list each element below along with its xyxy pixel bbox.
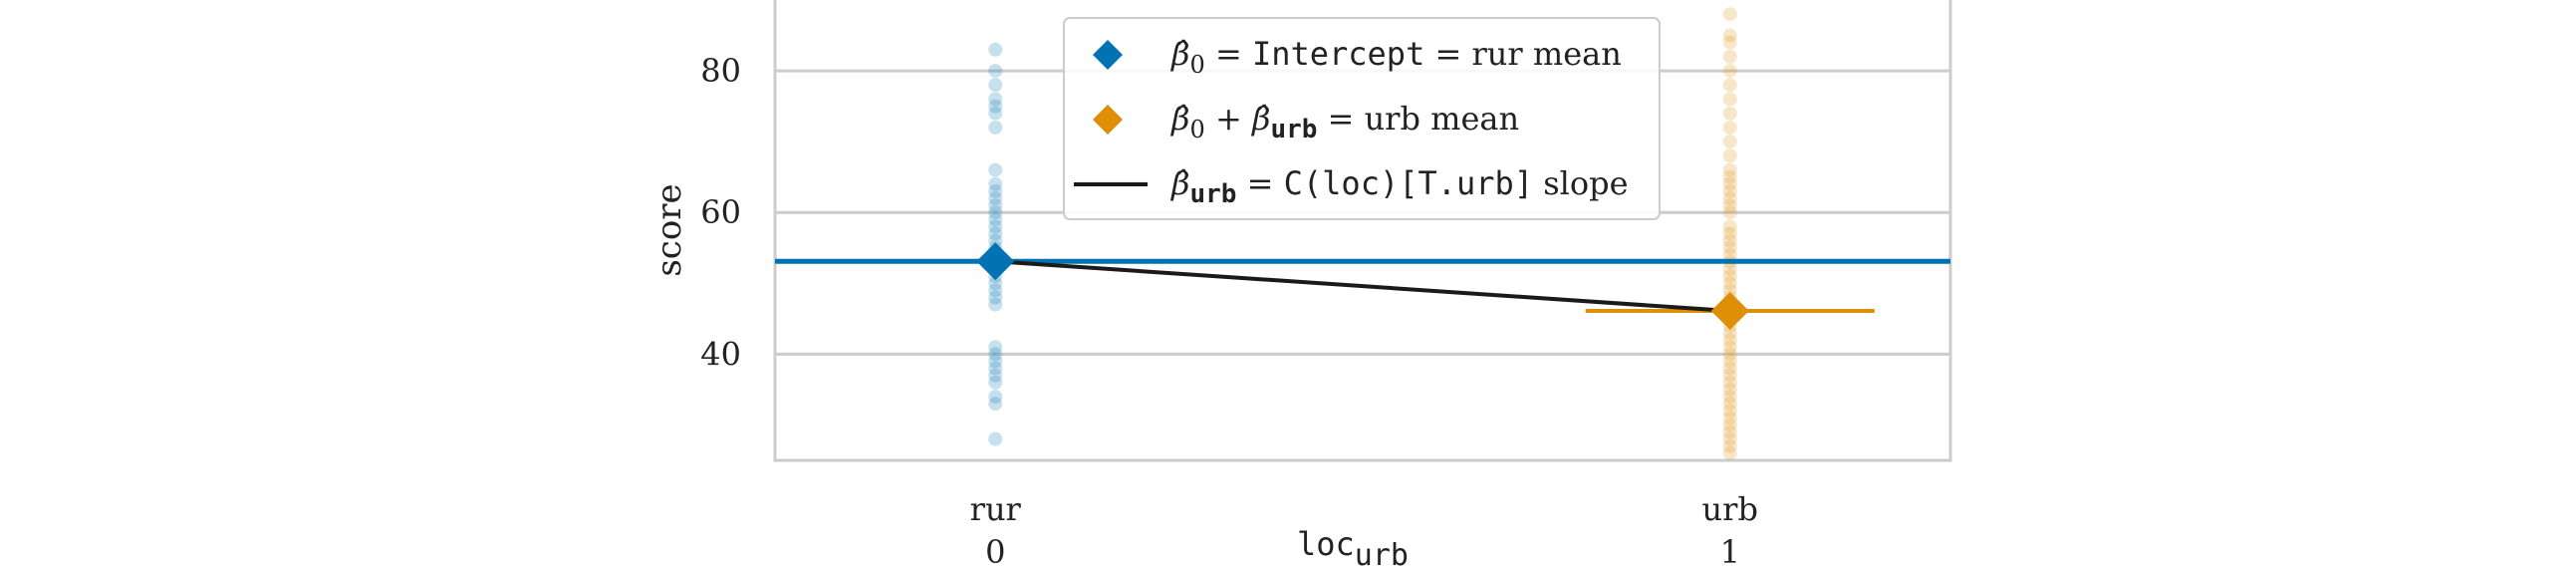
data-point-rur — [988, 198, 1003, 213]
legend-marker-rur — [1093, 40, 1123, 70]
data-point-urb — [1722, 262, 1737, 277]
data-point-rur — [988, 297, 1003, 312]
y-axis-label: score — [649, 183, 689, 276]
data-point-rur — [988, 99, 1003, 114]
data-point-rur — [988, 78, 1003, 93]
data-point-urb — [1722, 92, 1737, 107]
data-point-rur — [988, 375, 1003, 390]
lines-layer — [775, 242, 1950, 331]
plot-frame — [773, 0, 1952, 462]
data-point-urb — [1722, 198, 1737, 213]
data-point-urb — [1722, 445, 1737, 460]
data-point-rur — [988, 176, 1003, 191]
x-tick-code: 1 — [1720, 533, 1740, 568]
data-point-rur — [988, 354, 1003, 369]
data-point-urb — [1722, 240, 1737, 255]
data-point-rur — [988, 368, 1003, 383]
data-point-rur — [988, 106, 1003, 121]
data-point-urb — [1722, 148, 1737, 163]
data-point-urb — [1722, 340, 1737, 355]
data-point-urb — [1722, 438, 1737, 453]
data-point-urb — [1722, 333, 1737, 348]
data-point-urb — [1722, 183, 1737, 198]
data-point-rur — [988, 162, 1003, 177]
data-point-urb — [1722, 64, 1737, 79]
data-point-urb — [1722, 382, 1737, 397]
data-point-rur — [988, 212, 1003, 227]
y-tick-label: 80 — [700, 52, 741, 90]
data-point-rur — [988, 64, 1003, 79]
legend-label-rur: β̂0 = Intercept = rur mean — [1170, 35, 1622, 79]
legend-marker-urb — [1093, 105, 1123, 135]
data-point-rur — [988, 92, 1003, 107]
data-point-urb — [1722, 411, 1737, 426]
data-point-urb — [1722, 326, 1737, 341]
data-point-urb — [1722, 247, 1737, 262]
data-point-rur — [988, 431, 1003, 446]
data-point-rur — [988, 340, 1003, 355]
x-tick-label: urb — [1702, 490, 1758, 528]
data-point-urb — [1722, 375, 1737, 390]
y-tick-label: 40 — [700, 335, 741, 373]
data-point-rur — [988, 390, 1003, 405]
x-tick-code: 0 — [985, 533, 1005, 568]
rur-mean-marker — [976, 242, 1015, 281]
data-point-urb — [1722, 205, 1737, 220]
data-point-urb — [1722, 7, 1737, 22]
data-point-urb — [1722, 219, 1737, 234]
data-point-rur — [988, 290, 1003, 305]
data-point-rur — [988, 183, 1003, 198]
data-point-urb — [1722, 49, 1737, 64]
urb-mean-marker — [1710, 292, 1749, 331]
data-point-urb — [1722, 35, 1737, 50]
data-point-urb — [1722, 397, 1737, 412]
data-point-urb — [1722, 176, 1737, 191]
legend: β̂0 = Intercept = rur mean β̂0 + β̂urb = … — [1063, 17, 1661, 220]
data-point-urb — [1722, 361, 1737, 376]
data-point-rur — [988, 233, 1003, 248]
points-layer — [988, 7, 1737, 460]
data-point-rur — [988, 191, 1003, 206]
data-point-urb — [1722, 404, 1737, 419]
data-point-rur — [988, 42, 1003, 57]
legend-label-urb: β̂0 + β̂urb = urb mean — [1170, 100, 1519, 144]
x-tick-label: rur — [970, 490, 1022, 528]
data-point-rur — [988, 205, 1003, 220]
data-point-rur — [988, 397, 1003, 412]
data-point-rur — [988, 226, 1003, 241]
legend-label-slope: β̂urb = C(loc)[T.urb] slope — [1170, 164, 1629, 209]
legend-box — [1063, 17, 1661, 220]
data-point-urb — [1722, 418, 1737, 432]
data-point-urb — [1722, 191, 1737, 206]
slope-line — [995, 259, 1730, 314]
data-point-urb — [1722, 431, 1737, 446]
data-point-urb — [1722, 368, 1737, 383]
data-point-urb — [1722, 106, 1737, 121]
data-point-rur — [988, 276, 1003, 291]
data-point-urb — [1722, 269, 1737, 284]
data-point-urb — [1722, 169, 1737, 184]
data-point-urb — [1722, 78, 1737, 93]
data-point-urb — [1722, 390, 1737, 405]
ticks-layer: 40 60 80 score rur 0 urb 1 locurb — [649, 52, 1758, 568]
data-point-rur — [988, 120, 1003, 135]
y-tick-label: 60 — [700, 193, 741, 231]
data-point-urb — [1722, 120, 1737, 135]
data-point-urb — [1722, 354, 1737, 369]
data-point-urb — [1722, 283, 1737, 298]
data-point-urb — [1722, 226, 1737, 241]
data-point-urb — [1722, 28, 1737, 43]
data-point-rur — [988, 283, 1003, 298]
x-axis-label: locurb — [1297, 525, 1409, 568]
data-point-urb — [1722, 135, 1737, 149]
data-point-rur — [988, 219, 1003, 234]
data-point-rur — [988, 361, 1003, 376]
data-point-urb — [1722, 233, 1737, 248]
data-point-urb — [1722, 276, 1737, 291]
data-point-urb — [1722, 425, 1737, 439]
data-point-urb — [1722, 162, 1737, 177]
data-point-rur — [988, 347, 1003, 362]
data-point-urb — [1722, 347, 1737, 362]
